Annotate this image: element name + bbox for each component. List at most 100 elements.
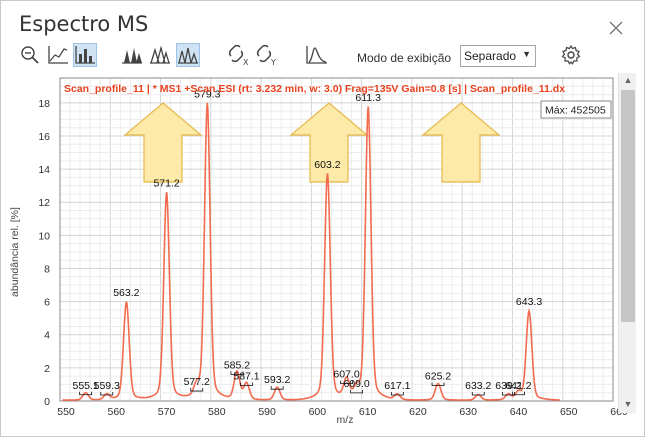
y-tick-label: 2: [44, 363, 50, 375]
unlink-y-icon: Y: [256, 44, 276, 66]
peak-label: 585.2: [224, 359, 250, 371]
peak-label: 555.1: [72, 380, 98, 392]
peak-label: 611.3: [355, 92, 381, 104]
scrollbar-thumb[interactable]: [621, 90, 635, 322]
peak-label-bracket: [240, 382, 253, 386]
max-abundance-label: Máx: 452505: [545, 105, 606, 117]
peak-label-bracket: [190, 388, 204, 392]
y-tick-label: 16: [38, 131, 50, 143]
peak-label: 587.1: [233, 370, 259, 382]
close-icon[interactable]: [608, 20, 624, 36]
line-spectrum-button[interactable]: [46, 43, 70, 67]
plot-border: [59, 77, 614, 402]
bar-spectrum-button[interactable]: [73, 43, 97, 67]
peak-label: 643.3: [516, 296, 542, 308]
unlink-x-icon: X: [228, 44, 249, 66]
peak-label-bracket: [390, 392, 404, 396]
scroll-down-arrow-icon[interactable]: ▼: [623, 399, 633, 409]
overlay-peaks-button[interactable]: [120, 43, 144, 67]
display-mode-select[interactable]: Separado ▼: [460, 45, 536, 67]
peak-label-bracket: [512, 391, 525, 396]
peak-label-bracket: [79, 391, 93, 396]
unlink-x-button[interactable]: X: [228, 43, 252, 67]
zoom-out-button[interactable]: [18, 43, 42, 67]
peak-label: 639.2: [495, 380, 521, 392]
x-axis-ticks: 550560570580590600610620630640650660: [57, 406, 628, 418]
unlink-y-button[interactable]: Y: [256, 43, 280, 67]
y-axis-ticks: 0 2 4 6 8 10 12 14 16 18: [38, 98, 50, 408]
annotation-arrow-up-icon: [123, 102, 203, 183]
peak-label-bracket: [340, 380, 353, 385]
peak-label: 579.3: [194, 88, 220, 100]
x-tick-label: 590: [258, 406, 276, 418]
peak-label-bracket: [100, 392, 114, 396]
scroll-up-arrow-icon[interactable]: ▲: [623, 75, 633, 85]
peak-label: 641.2: [505, 380, 531, 392]
stacked-peaks-icon: [150, 45, 170, 64]
settings-gear-icon: [561, 44, 581, 65]
svg-text:Y: Y: [270, 58, 276, 66]
x-tick-label: 610: [359, 406, 377, 418]
peak-label-bracket: [270, 386, 284, 390]
peak-label: 563.2: [113, 287, 139, 299]
y-axis-label: abundância rel. [%]: [9, 207, 21, 297]
line-spectrum-icon: [48, 46, 68, 64]
overlay-peaks-icon: [122, 48, 142, 64]
zoom-out-icon: [21, 46, 39, 64]
peak-label-bracket: [471, 392, 485, 396]
dropdown-arrow-icon: ▼: [522, 49, 531, 59]
display-mode-label: Modo de exibição: [357, 51, 452, 65]
display-mode-value: Separado: [464, 49, 517, 63]
settings-button[interactable]: [559, 43, 583, 67]
peak-label: 571.2: [153, 177, 179, 189]
peak-label: 609.0: [343, 378, 369, 390]
x-tick-label: 620: [409, 406, 427, 418]
peak-label: 617.1: [384, 380, 410, 392]
peak-shape-icon: [306, 46, 327, 64]
x-tick-label: 570: [158, 406, 176, 418]
peak-label: 559.3: [94, 380, 120, 392]
y-tick-label: 8: [44, 263, 50, 275]
x-tick-label: 580: [208, 406, 226, 418]
peak-label-bracket: [502, 392, 515, 396]
window-title: Espectro MS: [19, 12, 149, 36]
peak-label: 633.2: [465, 380, 491, 392]
scan-header-text: Scan_profile_11 | * MS1 +Scan ESI (rt: 3…: [64, 83, 565, 95]
x-tick-label: 630: [459, 406, 477, 418]
peak-label-bracket: [350, 389, 364, 394]
x-tick-label: 600: [309, 406, 327, 418]
x-tick-label: 650: [560, 406, 578, 418]
peak-label: 603.2: [314, 159, 340, 171]
peak-label-bracket: [230, 371, 244, 375]
peak-shape-button[interactable]: [305, 43, 329, 67]
peak-label: 607.0: [333, 369, 359, 381]
y-tick-label: 6: [44, 297, 50, 309]
x-axis-label: m/z: [337, 414, 354, 426]
bar-spectrum-icon: [75, 46, 95, 64]
y-tick-label: 14: [38, 164, 50, 176]
peak-label: 593.2: [264, 374, 290, 386]
svg-text:X: X: [243, 58, 249, 66]
y-tick-label: 12: [38, 197, 50, 209]
x-tick-label: 640: [510, 406, 528, 418]
peak-label: 577.2: [184, 376, 210, 388]
vertical-scrollbar[interactable]: ▲ ▼: [618, 73, 636, 413]
annotation-arrow-up-icon: [289, 102, 369, 183]
y-tick-label: 0: [44, 396, 50, 408]
x-tick-label: 550: [57, 406, 75, 418]
peak-label-bracket: [431, 382, 445, 386]
peak-label: 625.2: [425, 370, 451, 382]
toolbar: X Y: [18, 43, 618, 69]
annotation-arrows: [123, 102, 501, 183]
annotation-arrow-up-icon: [421, 102, 501, 183]
x-tick-label: 560: [108, 406, 126, 418]
y-tick-label: 10: [38, 230, 50, 242]
y-tick-label: 4: [44, 330, 50, 342]
stacked-peaks-button[interactable]: [148, 43, 172, 67]
separate-peaks-button[interactable]: [176, 43, 200, 67]
y-tick-label: 18: [38, 98, 50, 110]
max-label-box: [540, 100, 612, 119]
separate-peaks-icon: [178, 47, 198, 64]
